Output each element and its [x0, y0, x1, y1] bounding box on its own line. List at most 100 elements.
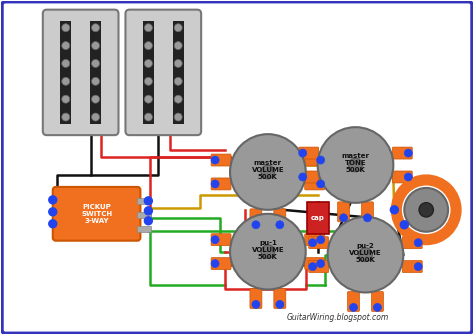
FancyBboxPatch shape: [392, 147, 412, 159]
Circle shape: [261, 165, 275, 179]
Circle shape: [317, 260, 325, 268]
Circle shape: [91, 60, 100, 67]
FancyBboxPatch shape: [305, 154, 325, 166]
Circle shape: [174, 113, 182, 121]
Circle shape: [404, 149, 412, 157]
Circle shape: [62, 24, 70, 32]
Text: master
VOLUME
500K: master VOLUME 500K: [252, 160, 284, 180]
Bar: [137, 212, 151, 218]
Circle shape: [211, 236, 219, 244]
Circle shape: [91, 95, 100, 103]
Circle shape: [62, 42, 70, 50]
Circle shape: [230, 134, 306, 210]
Circle shape: [145, 113, 153, 121]
Text: pu-2
VOLUME
500K: pu-2 VOLUME 500K: [349, 243, 382, 263]
FancyBboxPatch shape: [309, 237, 328, 249]
Bar: [137, 198, 151, 204]
FancyBboxPatch shape: [43, 10, 118, 135]
FancyBboxPatch shape: [53, 187, 140, 241]
Circle shape: [230, 214, 306, 289]
FancyBboxPatch shape: [274, 209, 286, 229]
FancyBboxPatch shape: [299, 171, 319, 183]
Circle shape: [145, 60, 153, 67]
Circle shape: [91, 113, 100, 121]
Circle shape: [252, 300, 260, 309]
FancyBboxPatch shape: [211, 154, 231, 166]
Circle shape: [145, 77, 153, 85]
Circle shape: [414, 263, 422, 271]
FancyBboxPatch shape: [347, 291, 359, 312]
Circle shape: [91, 77, 100, 85]
Circle shape: [374, 304, 382, 312]
Circle shape: [91, 42, 100, 50]
FancyBboxPatch shape: [305, 234, 325, 246]
Text: pu-1
VOLUME
500K: pu-1 VOLUME 500K: [252, 240, 284, 260]
Circle shape: [174, 60, 182, 67]
FancyBboxPatch shape: [299, 147, 319, 159]
Circle shape: [364, 214, 372, 222]
FancyBboxPatch shape: [126, 10, 201, 135]
FancyBboxPatch shape: [362, 202, 374, 222]
Circle shape: [211, 156, 219, 164]
Circle shape: [404, 173, 412, 181]
FancyBboxPatch shape: [211, 234, 231, 246]
Circle shape: [174, 77, 182, 85]
FancyBboxPatch shape: [211, 258, 231, 270]
Text: PICKUP
SWITCH
3-WAY: PICKUP SWITCH 3-WAY: [81, 204, 112, 224]
Circle shape: [145, 217, 152, 225]
Circle shape: [276, 300, 284, 309]
Circle shape: [252, 221, 260, 229]
Circle shape: [145, 24, 153, 32]
Circle shape: [317, 156, 325, 164]
Circle shape: [309, 239, 317, 247]
FancyBboxPatch shape: [305, 178, 325, 190]
Text: cap: cap: [311, 215, 325, 221]
Bar: [60, 21, 71, 124]
Circle shape: [328, 217, 403, 292]
Circle shape: [261, 245, 275, 259]
Circle shape: [174, 24, 182, 32]
Text: master
TONE
500K: master TONE 500K: [341, 153, 370, 173]
Circle shape: [414, 239, 422, 247]
Circle shape: [391, 206, 398, 214]
Circle shape: [49, 196, 57, 204]
Circle shape: [404, 188, 448, 232]
Circle shape: [145, 42, 153, 50]
FancyBboxPatch shape: [392, 171, 412, 183]
Circle shape: [317, 236, 325, 244]
Circle shape: [339, 214, 347, 222]
Text: GuitarWiring.blogspot.com: GuitarWiring.blogspot.com: [287, 313, 389, 322]
Circle shape: [49, 208, 57, 216]
Bar: [307, 202, 328, 234]
FancyBboxPatch shape: [2, 2, 472, 333]
Bar: [137, 226, 151, 232]
FancyBboxPatch shape: [337, 202, 349, 222]
Bar: [90, 21, 101, 124]
FancyBboxPatch shape: [250, 209, 262, 229]
Circle shape: [145, 207, 152, 215]
FancyBboxPatch shape: [305, 258, 325, 270]
Circle shape: [359, 248, 372, 261]
Circle shape: [317, 180, 325, 188]
Bar: [143, 21, 154, 124]
Circle shape: [309, 263, 317, 271]
Circle shape: [62, 60, 70, 67]
Bar: [173, 21, 184, 124]
Circle shape: [299, 173, 307, 181]
Circle shape: [62, 77, 70, 85]
Circle shape: [419, 203, 433, 217]
Circle shape: [211, 260, 219, 268]
FancyBboxPatch shape: [402, 237, 422, 249]
FancyBboxPatch shape: [274, 288, 286, 309]
Circle shape: [49, 220, 57, 228]
Circle shape: [174, 95, 182, 103]
Circle shape: [349, 158, 362, 172]
Circle shape: [145, 197, 152, 205]
FancyBboxPatch shape: [309, 261, 328, 273]
Circle shape: [62, 113, 70, 121]
Circle shape: [211, 180, 219, 188]
Circle shape: [318, 127, 393, 203]
Circle shape: [91, 24, 100, 32]
Circle shape: [299, 149, 307, 157]
Circle shape: [401, 221, 408, 229]
